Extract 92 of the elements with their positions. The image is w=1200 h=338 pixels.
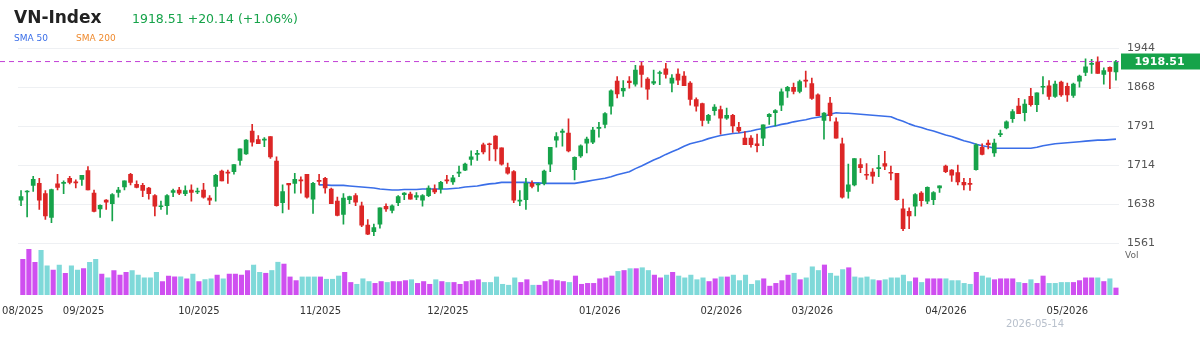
- candlestick: [754, 133, 760, 153]
- chart-title: VN-Index: [14, 7, 102, 27]
- candlestick: [657, 70, 663, 86]
- bar: [190, 273, 196, 295]
- x-tick-label: 08/2025: [2, 304, 44, 316]
- bar: [876, 280, 882, 295]
- x-tick-label: 10/2025: [178, 304, 220, 316]
- bar: [846, 267, 852, 295]
- y-tick-label: 1868: [1127, 80, 1155, 94]
- bar: [1101, 281, 1107, 295]
- bar: [621, 270, 627, 295]
- candlestick: [596, 122, 602, 138]
- bar: [99, 273, 105, 295]
- bar: [1016, 282, 1022, 295]
- bar: [1095, 277, 1101, 295]
- bar: [196, 281, 202, 295]
- candlestick: [1040, 76, 1046, 95]
- bar: [821, 264, 828, 295]
- bar: [664, 274, 670, 295]
- candlestick: [401, 192, 407, 200]
- candlestick: [967, 177, 973, 191]
- text: 2026-05-14: [1005, 318, 1064, 329]
- ref-line-label: 1918.51: [1134, 55, 1185, 69]
- candlestick: [517, 190, 523, 207]
- candlestick: [286, 183, 292, 210]
- bar: [973, 272, 979, 295]
- bar: [530, 284, 536, 295]
- bar: [220, 278, 226, 295]
- bar: [797, 279, 803, 295]
- bar: [384, 282, 390, 295]
- candlestick: [158, 200, 164, 210]
- x-tick-label: 01/2026: [578, 304, 621, 316]
- x-tick-label: 02/2026: [700, 304, 742, 316]
- candlestick: [766, 113, 772, 125]
- bar: [50, 269, 56, 295]
- bar: [1022, 283, 1028, 295]
- y-tick-label: 1944: [1127, 41, 1155, 55]
- candlestick: [627, 76, 632, 89]
- bar: [791, 272, 797, 295]
- bar: [1107, 278, 1113, 295]
- candlestick: [1107, 66, 1113, 90]
- y-tick-label: 1714: [1127, 158, 1155, 172]
- candlestick: [845, 163, 851, 199]
- bar: [317, 276, 323, 295]
- bar: [615, 271, 621, 295]
- bar: [670, 272, 676, 295]
- candlestick: [888, 165, 894, 181]
- bar: [184, 278, 190, 295]
- bar: [214, 274, 220, 295]
- candlestick: [985, 139, 991, 150]
- candlestick: [456, 165, 462, 178]
- legend-label: SMA 200: [75, 33, 116, 43]
- bar: [105, 277, 111, 295]
- x-tick-label: 04/2026: [925, 304, 967, 316]
- bar: [408, 279, 415, 295]
- candlestick: [474, 149, 480, 161]
- bar: [718, 276, 724, 295]
- bar: [81, 268, 87, 295]
- bar: [566, 282, 572, 295]
- bar: [439, 281, 445, 295]
- text: SMA 50: [14, 33, 48, 43]
- bar: [1113, 287, 1119, 295]
- x-tick-label: 09/2025: [62, 304, 105, 316]
- candlestick: [225, 169, 231, 184]
- x-tick-label: 03/2026: [791, 304, 834, 316]
- y-tick-label: 1791: [1127, 119, 1155, 133]
- candlestick: [316, 173, 322, 186]
- bar: [1028, 279, 1034, 295]
- y-axis-title: Vol: [1125, 250, 1139, 260]
- bar: [724, 276, 730, 295]
- candlestick: [103, 199, 109, 210]
- y-tick-label: 1638: [1127, 197, 1155, 211]
- bar: [633, 268, 639, 295]
- candlestick: [444, 174, 450, 184]
- x-tick-label: 05/2026: [1046, 304, 1089, 316]
- bar: [62, 272, 68, 295]
- bar: [445, 282, 451, 295]
- candlestick: [772, 109, 778, 127]
- bar: [56, 264, 62, 295]
- chart-subtitle: 1918.51 +20.14 (+1.06%): [132, 11, 298, 26]
- bar: [433, 279, 439, 295]
- bar: [627, 268, 633, 295]
- candlestick: [876, 155, 882, 178]
- x-tick-label: 12/2025: [427, 304, 469, 316]
- x-tick-label: 11/2025: [299, 304, 342, 316]
- candlestick: [882, 151, 888, 170]
- bar: [263, 272, 269, 295]
- candlestick: [620, 80, 626, 97]
- bar: [178, 276, 184, 295]
- bar: [913, 277, 919, 295]
- y-tick-label: 1561: [1127, 236, 1155, 250]
- bar: [919, 282, 925, 295]
